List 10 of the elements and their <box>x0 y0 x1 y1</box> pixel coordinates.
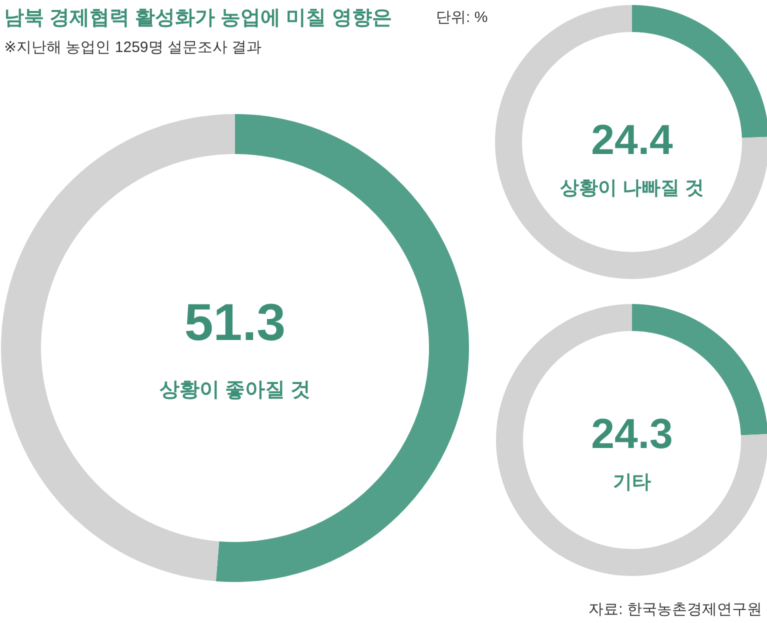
data-label: 51.3 <box>184 294 286 352</box>
slice-label: 상황이 나빠질 것 <box>560 178 704 199</box>
text: 자료: 한국농촌경제연구원 <box>588 601 762 618</box>
data-label: 24.3 <box>591 410 673 457</box>
text: 단위: % <box>436 9 488 26</box>
chart-subtitle: ※지난해 농업인 1259명 설문조사 결과 <box>4 39 262 56</box>
slice-label: 상황이 좋아질 것 <box>159 379 311 401</box>
slice-label: 기타 <box>613 472 651 493</box>
chart-title: 남북 경제협력 활성화가 농업에 미칠 영향은 <box>4 7 392 29</box>
data-label: 24.4 <box>591 116 674 163</box>
